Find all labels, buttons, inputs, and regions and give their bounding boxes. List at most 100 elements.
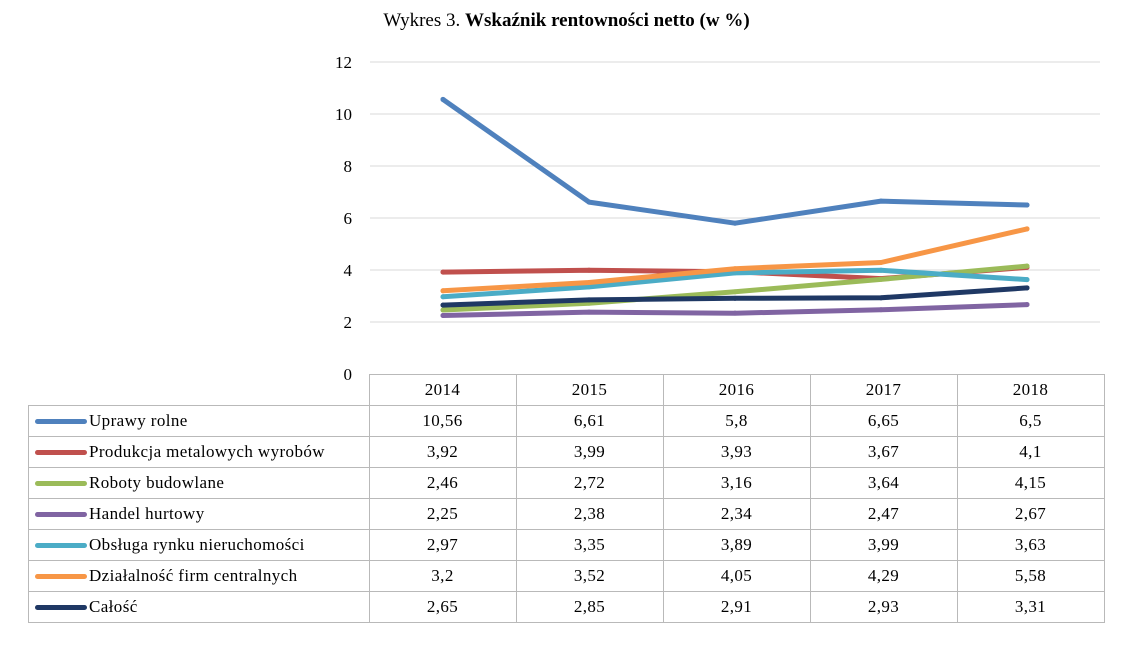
table-row: Handel hurtowy 2,25 2,38 2,34 2,47 2,67 xyxy=(28,498,1105,530)
data-label: 3,92 xyxy=(368,436,517,468)
data-point xyxy=(440,313,446,318)
data-point xyxy=(1024,277,1030,283)
y-tick-label: 4 xyxy=(344,261,353,280)
data-point xyxy=(732,266,738,272)
data-label: 2,67 xyxy=(956,498,1105,530)
data-label: 2,65 xyxy=(368,591,517,623)
data-point xyxy=(732,295,738,301)
data-point xyxy=(440,294,446,300)
data-label: 3,2 xyxy=(368,560,517,592)
data-point xyxy=(586,309,592,315)
data-label: 2,47 xyxy=(809,498,958,530)
series-line-0 xyxy=(440,96,1030,226)
legend-swatch xyxy=(35,573,87,579)
data-point xyxy=(878,198,884,204)
chart-title: Wykres 3. Wskaźnik rentowności netto (w … xyxy=(0,10,1133,32)
data-label: 6,65 xyxy=(809,405,958,437)
x-tick-label: 2018 xyxy=(956,374,1105,406)
data-label: 2,97 xyxy=(368,529,517,561)
y-tick-label: 0 xyxy=(344,365,353,380)
data-label: 6,5 xyxy=(956,405,1105,437)
data-point xyxy=(732,220,738,226)
data-point xyxy=(1024,263,1030,269)
data-label: 4,1 xyxy=(956,436,1105,468)
series-name: Działalność firm centralnych xyxy=(89,566,298,585)
data-label: 6,61 xyxy=(515,405,664,437)
series-name: Produkcja metalowych wyrobów xyxy=(89,442,325,461)
y-tick-label: 12 xyxy=(335,53,352,72)
data-point xyxy=(1024,226,1030,232)
table-header-row: 2014 2015 2016 2017 2018 xyxy=(28,374,1105,406)
data-label: 10,56 xyxy=(368,405,517,437)
data-label: 5,58 xyxy=(956,560,1105,592)
legend-entry: Uprawy rolne xyxy=(28,405,370,437)
data-point xyxy=(878,259,884,265)
data-label: 2,91 xyxy=(662,591,811,623)
data-label: 2,72 xyxy=(515,467,664,499)
table-row: Całość 2,65 2,85 2,91 2,93 3,31 xyxy=(28,591,1105,623)
x-tick-label: 2016 xyxy=(662,374,811,406)
data-label: 2,85 xyxy=(515,591,664,623)
data-label: 3,64 xyxy=(809,467,958,499)
legend-swatch xyxy=(35,418,87,424)
legend-swatch xyxy=(35,542,87,548)
series-name: Roboty budowlane xyxy=(89,473,225,492)
x-tick-label: 2015 xyxy=(515,374,664,406)
series-line-5 xyxy=(440,226,1030,294)
legend-entry: Handel hurtowy xyxy=(28,498,370,530)
legend-swatch xyxy=(35,511,87,517)
data-point xyxy=(440,288,446,294)
data-label: 4,15 xyxy=(956,467,1105,499)
table-row: Uprawy rolne 10,56 6,61 5,8 6,65 6,5 xyxy=(28,405,1105,437)
series-name: Obsługa rynku nieruchomości xyxy=(89,535,305,554)
data-label: 3,16 xyxy=(662,467,811,499)
y-tick-label: 2 xyxy=(344,313,353,332)
data-point xyxy=(732,289,738,295)
data-point xyxy=(878,307,884,313)
data-label: 4,29 xyxy=(809,560,958,592)
title-main: Wskaźnik rentowności netto (w %) xyxy=(465,10,750,31)
data-point xyxy=(440,96,446,102)
data-point xyxy=(586,284,592,290)
data-point xyxy=(1024,302,1030,308)
data-label: 5,8 xyxy=(662,405,811,437)
data-label: 2,46 xyxy=(368,467,517,499)
data-label: 3,31 xyxy=(956,591,1105,623)
legend-swatch xyxy=(35,480,87,486)
data-label: 3,99 xyxy=(515,436,664,468)
legend-entry: Roboty budowlane xyxy=(28,467,370,499)
legend-entry: Obsługa rynku nieruchomości xyxy=(28,529,370,561)
data-point xyxy=(440,302,446,308)
y-tick-label: 8 xyxy=(344,157,353,176)
table-row: Obsługa rynku nieruchomości 2,97 3,35 3,89 3… xyxy=(28,529,1105,561)
data-label: 3,67 xyxy=(809,436,958,468)
data-label: 2,93 xyxy=(809,591,958,623)
data-point xyxy=(586,279,592,285)
data-point xyxy=(732,270,738,276)
legend-entry: Całość xyxy=(28,591,370,623)
data-point xyxy=(878,295,884,301)
data-point xyxy=(878,267,884,273)
legend-swatch xyxy=(35,604,87,610)
data-label: 2,38 xyxy=(515,498,664,530)
table-row: Działalność firm centralnych 3,2 3,52 4,05 4… xyxy=(28,560,1105,592)
data-point xyxy=(878,276,884,282)
data-point xyxy=(586,199,592,205)
y-tick-label: 10 xyxy=(335,105,352,124)
x-tick-label: 2014 xyxy=(368,374,517,406)
title-prefix: Wykres 3. xyxy=(383,10,461,31)
legend-entry: Produkcja metalowych wyrobów xyxy=(28,436,370,468)
data-label: 3,99 xyxy=(809,529,958,561)
data-label: 2,34 xyxy=(662,498,811,530)
legend-entry: Działalność firm centralnych xyxy=(28,560,370,592)
data-point xyxy=(1024,202,1030,208)
series-name: Handel hurtowy xyxy=(89,504,205,523)
data-point xyxy=(586,267,592,273)
series-name: Całość xyxy=(89,597,138,616)
data-label: 4,05 xyxy=(662,560,811,592)
data-point xyxy=(586,297,592,303)
data-point xyxy=(732,310,738,316)
data-point xyxy=(440,307,446,313)
x-tick-label: 2017 xyxy=(809,374,958,406)
table-row: Produkcja metalowych wyrobów 3,92 3,99 3,93… xyxy=(28,436,1105,468)
